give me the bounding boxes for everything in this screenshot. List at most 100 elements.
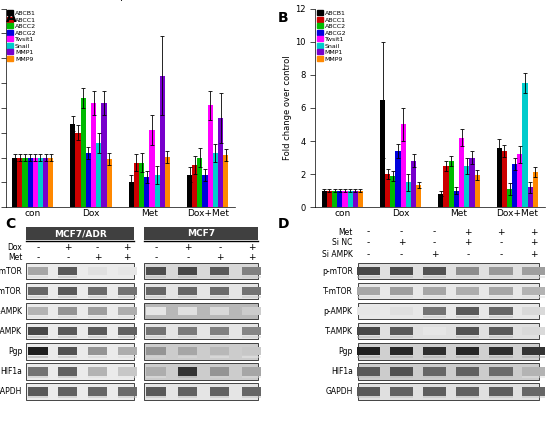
Text: HIF1a: HIF1a	[331, 367, 353, 376]
Bar	[456, 396, 480, 398]
Text: -: -	[499, 239, 503, 248]
Text: +: +	[124, 253, 131, 262]
Bar	[28, 367, 48, 375]
Bar	[88, 376, 107, 378]
Text: +: +	[248, 253, 255, 262]
Bar	[358, 190, 363, 207]
Bar	[522, 327, 546, 335]
Bar	[28, 387, 48, 396]
Bar	[213, 153, 218, 207]
Bar	[210, 276, 229, 278]
Bar	[118, 307, 137, 315]
Bar	[522, 396, 546, 398]
Text: +: +	[530, 250, 538, 259]
Bar	[118, 376, 137, 378]
Text: +: +	[94, 253, 101, 262]
Bar	[88, 336, 107, 338]
Bar	[385, 174, 390, 207]
Text: -: -	[218, 243, 221, 252]
Bar	[210, 347, 229, 356]
Bar	[507, 189, 512, 207]
Bar	[522, 287, 546, 295]
Bar	[210, 376, 229, 378]
Text: +: +	[530, 239, 538, 248]
Bar	[475, 175, 480, 207]
Bar	[146, 287, 166, 295]
Bar	[242, 336, 261, 338]
Bar	[38, 157, 43, 207]
Text: B: B	[278, 11, 288, 25]
Bar	[390, 376, 413, 378]
Text: +: +	[464, 239, 471, 248]
Bar	[144, 383, 258, 399]
Bar	[28, 157, 32, 207]
Text: GAPDH: GAPDH	[0, 387, 23, 396]
Bar	[178, 327, 197, 335]
Bar	[118, 347, 137, 356]
Bar	[118, 336, 137, 338]
Text: p-AMPK: p-AMPK	[0, 307, 23, 316]
Bar	[58, 287, 78, 295]
Bar	[490, 287, 513, 295]
Text: Dox: Dox	[8, 243, 23, 252]
Bar	[522, 267, 546, 275]
Bar	[522, 376, 546, 378]
Bar	[390, 276, 413, 278]
Bar	[522, 276, 546, 278]
Bar	[423, 267, 446, 275]
Bar	[242, 276, 261, 278]
Bar	[490, 356, 513, 358]
Bar	[406, 182, 411, 207]
Bar	[400, 124, 406, 207]
Text: T-AMPK: T-AMPK	[0, 327, 23, 336]
Bar	[358, 303, 540, 319]
Bar	[28, 316, 48, 318]
Bar	[522, 387, 546, 396]
Bar	[242, 347, 261, 356]
Text: p-mTOR: p-mTOR	[0, 267, 23, 276]
Bar	[454, 190, 459, 207]
Text: MCF7/ADR: MCF7/ADR	[54, 229, 106, 238]
Bar	[28, 267, 48, 275]
Text: -: -	[66, 253, 69, 262]
Text: +: +	[248, 243, 255, 252]
Bar	[88, 396, 107, 398]
Bar	[146, 367, 166, 375]
Text: -: -	[36, 243, 40, 252]
Bar	[423, 367, 446, 375]
Bar	[423, 387, 446, 396]
Bar	[48, 157, 53, 207]
Bar	[210, 396, 229, 398]
Bar	[423, 287, 446, 295]
Bar	[490, 327, 513, 335]
Text: +: +	[124, 243, 131, 252]
Bar	[469, 157, 475, 207]
Bar	[178, 296, 197, 298]
Text: +: +	[497, 227, 505, 236]
Bar	[449, 161, 454, 207]
Bar	[356, 356, 380, 358]
Bar	[242, 296, 261, 298]
Bar	[150, 130, 155, 207]
Bar	[58, 387, 78, 396]
Bar	[356, 347, 380, 356]
Bar	[390, 176, 395, 207]
Bar	[118, 316, 137, 318]
Bar	[88, 296, 107, 298]
Text: +: +	[431, 250, 438, 259]
Bar	[26, 263, 134, 280]
Bar	[456, 296, 480, 298]
Bar	[390, 287, 413, 295]
Bar	[146, 307, 166, 315]
Bar	[178, 276, 197, 278]
Title: MCF7/ADR: MCF7/ADR	[91, 0, 150, 2]
Bar	[58, 356, 78, 358]
Bar	[28, 347, 48, 356]
Bar	[423, 376, 446, 378]
Bar	[443, 166, 449, 207]
Bar	[146, 356, 166, 358]
Bar	[197, 157, 202, 207]
Bar	[522, 367, 546, 375]
Bar	[26, 383, 134, 399]
Bar	[58, 396, 78, 398]
